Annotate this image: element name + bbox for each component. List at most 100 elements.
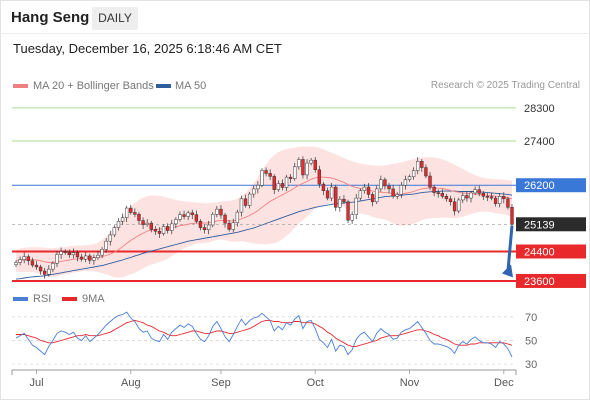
forecast-arrow-head (502, 264, 513, 278)
candle-body (252, 188, 256, 195)
candle-body (133, 212, 137, 215)
candle-body (120, 217, 125, 222)
candle-body (358, 190, 363, 199)
candle-body (108, 234, 112, 242)
candle-body (88, 255, 92, 261)
rsi-legend-swatch (13, 297, 28, 301)
candle-body (280, 183, 285, 188)
timestamp: Tuesday, December 16, 2025 6:18:46 AM CE… (13, 41, 282, 56)
candle-body (71, 252, 76, 256)
candle-body (272, 176, 276, 190)
candle-body (219, 208, 223, 216)
candle-body (75, 252, 80, 258)
x-tick-label: Dec (494, 377, 514, 389)
rsi-tick-label: 30 (525, 359, 537, 371)
candle-body (436, 192, 440, 194)
candle-body (55, 254, 59, 264)
candle-body (268, 173, 272, 177)
rsi-tick-label: 50 (525, 335, 537, 347)
candle-body (43, 270, 47, 275)
instrument-title: Hang Seng (11, 9, 90, 26)
level-tag-23600 (516, 273, 586, 288)
candle-body (112, 227, 117, 236)
candle-body (26, 256, 30, 261)
candle-body (317, 169, 322, 185)
candle-body (129, 207, 133, 213)
level-label-24400: 24400 (524, 246, 555, 258)
candle-body (243, 198, 248, 206)
rsi-ma-legend-swatch (62, 297, 77, 301)
candle-body (411, 170, 416, 177)
candle-body (59, 251, 63, 255)
level-label-26200: 26200 (524, 180, 555, 192)
candle-body (383, 179, 387, 187)
candle-body (366, 186, 371, 195)
candle-body (342, 198, 346, 203)
candle-body (506, 198, 510, 208)
candle-body (18, 259, 22, 263)
ma50-legend-label: MA 50 (175, 80, 207, 92)
ma50-legend-swatch (156, 84, 171, 88)
candle-body (498, 196, 502, 204)
candle-body (334, 186, 338, 208)
candle-body (465, 195, 469, 199)
candle-body (235, 211, 240, 224)
candle-body (247, 193, 252, 206)
candle-body (202, 227, 207, 231)
candle-body (379, 179, 383, 190)
candle-body (38, 266, 43, 272)
candle-body (321, 183, 326, 191)
forecast-arrow-shaft (506, 225, 514, 271)
candle-body (305, 162, 309, 176)
timeframe-button[interactable]: DAILY (92, 7, 138, 30)
candle-body (387, 185, 391, 190)
candle-body (485, 196, 490, 198)
candle-body (309, 159, 313, 164)
candle-body (47, 268, 51, 275)
candle-body (22, 256, 26, 260)
bollinger-band-area (16, 146, 512, 278)
candle-body (186, 212, 190, 217)
candle-body (477, 189, 481, 194)
rsi-line (15, 311, 513, 358)
candle-body (264, 170, 268, 174)
candle-body (424, 167, 428, 177)
level-tag-24400 (516, 244, 586, 259)
candle-body (452, 201, 457, 212)
level-tag-25139 (516, 217, 586, 232)
candle-body (510, 207, 514, 225)
level-label-25139: 25139 (524, 219, 555, 231)
rsi-ma-legend-label: 9MA (82, 293, 105, 305)
candle-body (416, 161, 420, 171)
candle-body (124, 207, 129, 218)
candle-body (149, 222, 153, 230)
candle-body (313, 159, 317, 170)
rsi-legend-label: RSI (33, 293, 52, 305)
candle-body (153, 229, 158, 232)
candle-body (420, 161, 424, 168)
candle-body (481, 193, 485, 197)
candle-body (84, 255, 88, 260)
x-tick-label: Sep (211, 377, 231, 389)
candle-body (354, 197, 358, 215)
candle-body (34, 264, 39, 268)
candle-body (276, 183, 281, 190)
ma50-line (15, 190, 513, 280)
candle-body (391, 188, 395, 197)
candle-body (432, 186, 436, 193)
candle-body (457, 199, 461, 212)
candle-body (165, 226, 170, 231)
level-label-28300: 28300 (524, 103, 555, 115)
x-tick-label: Oct (307, 377, 324, 389)
candle-body (79, 256, 84, 260)
candle-body (51, 263, 55, 270)
candle-body (215, 208, 219, 215)
candle-body (157, 230, 162, 234)
candle-body (493, 197, 498, 204)
candle-body (211, 214, 215, 226)
candle-body (174, 219, 178, 225)
candle-body (104, 240, 108, 250)
candle-body (231, 222, 235, 230)
candle-body (370, 194, 375, 203)
